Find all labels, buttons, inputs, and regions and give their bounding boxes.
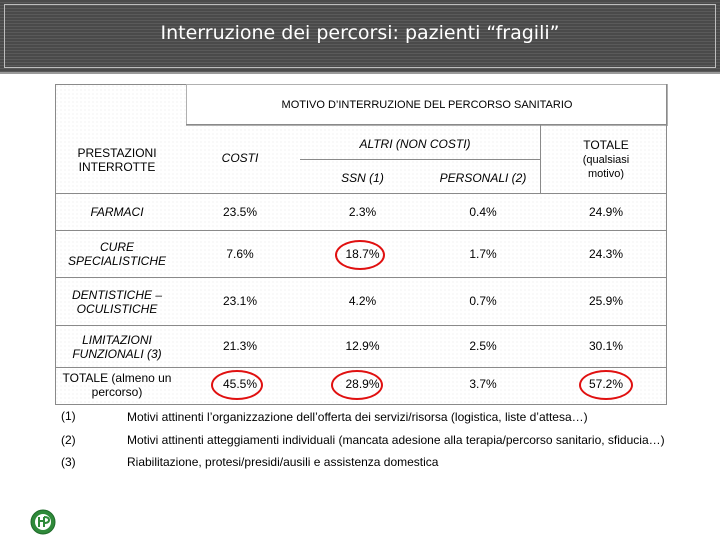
cell-totale: 30.1% — [588, 339, 624, 353]
highlight-circle — [331, 370, 383, 400]
cell-ssn: 2.3% — [348, 205, 377, 219]
row-label: LIMITAZIONI FUNZIONALI (3) — [72, 333, 162, 361]
col-header-costi: COSTI — [221, 151, 259, 165]
cell-totale: 24.9% — [588, 205, 624, 219]
row-header-label: PRESTAZIONI INTERROTTE — [77, 146, 157, 174]
divider — [55, 230, 667, 231]
cell-personali: 0.7% — [469, 294, 497, 308]
divider — [55, 84, 56, 404]
table-group-header: MOTIVO D’INTERRUZIONE DEL PERCORSO SANIT… — [186, 84, 668, 126]
cell-totale: 24.3% — [588, 247, 624, 261]
divider — [666, 84, 667, 404]
divider — [55, 84, 186, 85]
cell-totale: 25.9% — [588, 294, 624, 308]
divider — [540, 124, 541, 194]
isfol-logo-icon — [30, 509, 56, 535]
footnote-number: (3) — [61, 455, 76, 469]
title-bar: Interruzione dei percorsi: pazienti “fra… — [0, 0, 720, 74]
footnote-number: (2) — [61, 433, 76, 447]
divider — [186, 124, 666, 125]
cell-costi: 23.5% — [222, 205, 258, 219]
divider — [55, 277, 667, 278]
col-header-totale: TOTALE — [583, 138, 629, 152]
cell-ssn: 12.9% — [345, 339, 380, 353]
divider — [55, 193, 667, 194]
cell-costi: 7.6% — [226, 247, 254, 261]
row-label: DENTISTICHE – OCULISTICHE — [71, 288, 162, 316]
col-header-altri: ALTRI (NON COSTI) — [359, 137, 471, 151]
cell-personali: 2.5% — [469, 339, 497, 353]
col-header-totale-sub: (qualsiasi motivo) — [582, 154, 630, 180]
cell-personali: 3.7% — [469, 377, 497, 391]
row-label: CURE SPECIALISTICHE — [67, 240, 167, 268]
cell-ssn: 4.2% — [348, 294, 377, 308]
row-label: FARMACI — [90, 205, 144, 219]
highlight-circle — [335, 240, 385, 270]
cell-costi: 23.1% — [222, 294, 258, 308]
col-header-ssn: SSN (1) — [341, 171, 384, 185]
row-label: TOTALE (almeno un percorso) — [62, 371, 172, 399]
highlight-circle — [211, 370, 263, 400]
footnote-text: Riabilitazione, protesi/presidi/ausili e… — [127, 455, 439, 469]
cell-personali: 1.7% — [469, 247, 497, 261]
group-header-label: MOTIVO D’INTERRUZIONE DEL PERCORSO SANIT… — [281, 99, 573, 111]
cell-personali: 0.4% — [469, 205, 497, 219]
footnote-text: Motivi attinenti l’organizzazione dell’o… — [127, 410, 588, 424]
divider — [55, 367, 667, 368]
footnote-text: Motivi attinenti atteggiamenti individua… — [127, 433, 665, 447]
col-header-personali: PERSONALI (2) — [439, 171, 527, 185]
divider — [300, 159, 540, 160]
divider — [55, 404, 667, 405]
slide-title: Interruzione dei percorsi: pazienti “fra… — [160, 22, 560, 44]
title-bar-frame — [4, 4, 716, 68]
highlight-circle — [579, 370, 633, 400]
divider — [55, 325, 667, 326]
footnote-number: (1) — [61, 409, 76, 423]
cell-costi: 21.3% — [222, 339, 258, 353]
